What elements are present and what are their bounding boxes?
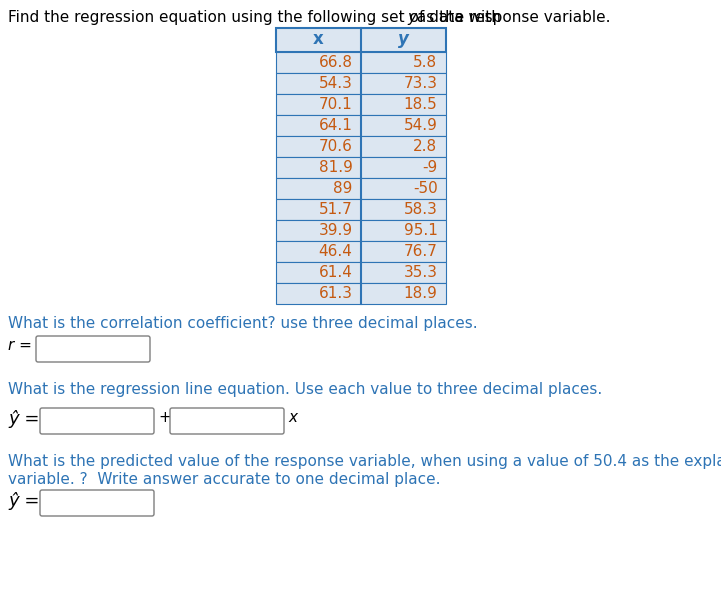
Text: y: y (407, 10, 416, 25)
Text: Find the regression equation using the following set of data with: Find the regression equation using the f… (8, 10, 505, 25)
Text: 73.3: 73.3 (404, 76, 438, 91)
Bar (275, 178, 446, 199)
Text: variable. ?  Write answer accurate to one decimal place.: variable. ? Write answer accurate to one… (8, 472, 441, 487)
Text: 51.7: 51.7 (319, 202, 353, 217)
FancyBboxPatch shape (170, 408, 284, 434)
Bar (275, 136, 446, 157)
FancyBboxPatch shape (36, 336, 150, 362)
Text: 81.9: 81.9 (319, 160, 353, 175)
Bar (275, 115, 446, 136)
Text: 18.5: 18.5 (404, 97, 438, 112)
Bar (275, 241, 446, 262)
Text: 54.9: 54.9 (404, 118, 438, 133)
Text: 2.8: 2.8 (413, 139, 438, 154)
Text: 61.4: 61.4 (319, 265, 353, 280)
Bar (275, 52, 446, 73)
Text: 39.9: 39.9 (319, 223, 353, 238)
Text: y: y (397, 30, 408, 48)
Text: as the response variable.: as the response variable. (412, 10, 611, 25)
Text: 18.9: 18.9 (404, 286, 438, 301)
Text: ŷ =: ŷ = (8, 410, 40, 428)
Text: 58.3: 58.3 (404, 202, 438, 217)
Bar (275, 94, 446, 115)
Text: r =: r = (8, 338, 32, 353)
Text: 89: 89 (333, 181, 353, 196)
Text: What is the predicted value of the response variable, when using a value of 50.4: What is the predicted value of the respo… (8, 454, 721, 469)
Bar (275, 73, 446, 94)
Text: x: x (313, 30, 324, 48)
Text: ŷ =: ŷ = (8, 492, 40, 510)
Text: 64.1: 64.1 (319, 118, 353, 133)
Text: What is the regression line equation. Use each value to three decimal places.: What is the regression line equation. Us… (8, 382, 602, 397)
FancyBboxPatch shape (40, 408, 154, 434)
Text: 66.8: 66.8 (319, 55, 353, 70)
Bar (275, 262, 446, 283)
Text: -9: -9 (423, 160, 438, 175)
Text: 95.1: 95.1 (404, 223, 438, 238)
Text: What is the correlation coefficient? use three decimal places.: What is the correlation coefficient? use… (8, 316, 477, 331)
Text: 5.8: 5.8 (413, 55, 438, 70)
Text: 46.4: 46.4 (319, 244, 353, 259)
Text: x: x (288, 410, 297, 425)
Text: -50: -50 (412, 181, 438, 196)
Bar (275, 220, 446, 241)
Bar (275, 283, 446, 304)
FancyBboxPatch shape (40, 490, 154, 516)
Text: 76.7: 76.7 (404, 244, 438, 259)
Bar (275, 199, 446, 220)
Text: 61.3: 61.3 (319, 286, 353, 301)
Text: 54.3: 54.3 (319, 76, 353, 91)
Bar (275, 28, 446, 52)
Text: 70.1: 70.1 (319, 97, 353, 112)
Text: +: + (158, 410, 171, 425)
Text: 35.3: 35.3 (404, 265, 438, 280)
Text: 70.6: 70.6 (319, 139, 353, 154)
Bar (275, 157, 446, 178)
